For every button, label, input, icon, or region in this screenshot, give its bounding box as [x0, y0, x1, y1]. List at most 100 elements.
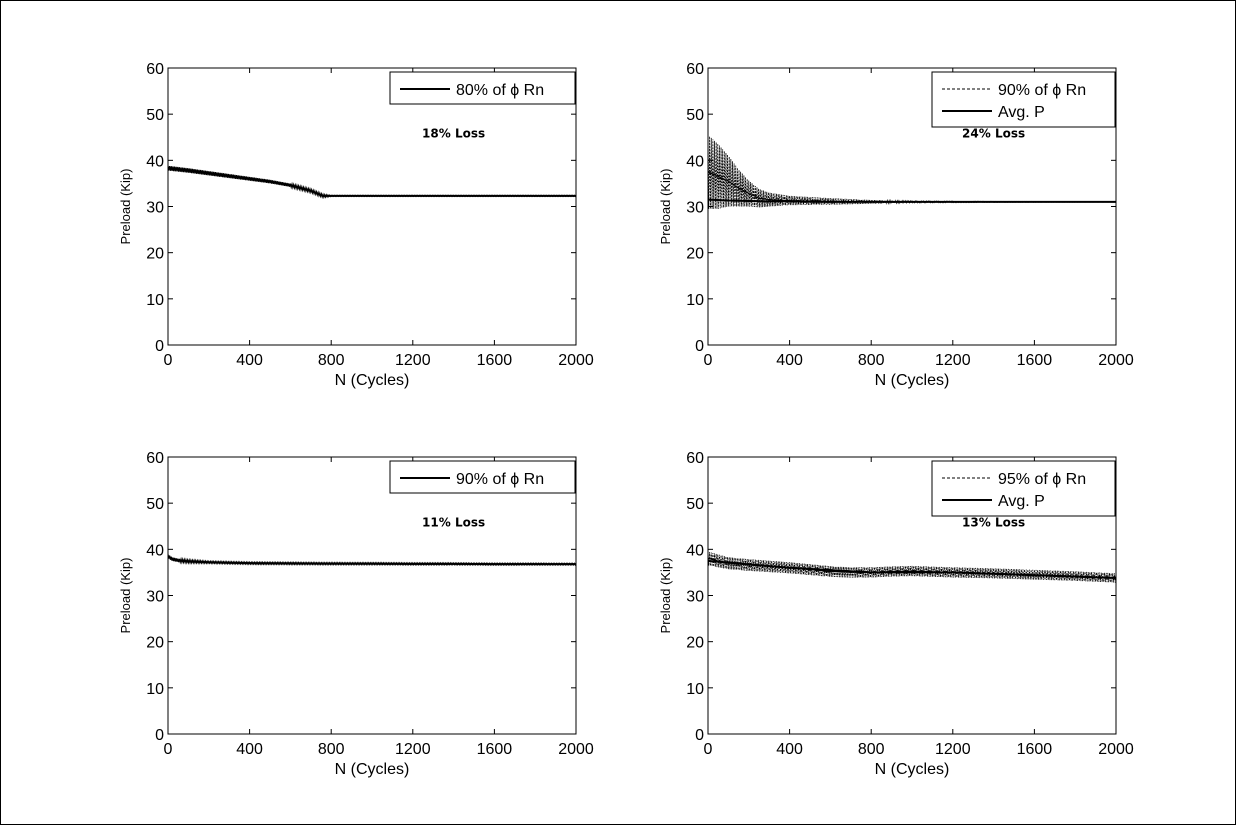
data-point: [493, 563, 496, 565]
data-point: [992, 201, 995, 203]
data-point: [870, 571, 872, 574]
x-tick-label: 1600: [477, 352, 513, 369]
data-point: [768, 200, 770, 203]
x-tick-label: 1200: [935, 741, 971, 758]
plot-area: [708, 551, 1116, 583]
x-tick-label: 0: [164, 352, 173, 369]
x-tick-label: 2000: [1098, 352, 1134, 369]
chart-panel: 0 400 800 1200 1600 2000 0 10 20 30 40 50 60 N (Cycle…: [658, 61, 1134, 389]
x-tick-label: 1200: [395, 741, 431, 758]
y-tick-label: 60: [146, 61, 164, 78]
x-tick-label: 0: [704, 741, 713, 758]
legend: 90% of ϕ Rn: [389, 460, 576, 494]
x-tick-label: 400: [776, 352, 803, 369]
chart-panel: 0 400 800 1200 1600 2000 0 10 20 30 40 50 60 N (Cycle…: [118, 61, 594, 389]
y-tick-label: 10: [686, 292, 704, 309]
plot-area: [168, 165, 576, 200]
y-tick-label: 20: [146, 635, 164, 652]
x-tick-label: 800: [858, 352, 885, 369]
x-tick-label: 400: [776, 741, 803, 758]
y-tick-label: 40: [146, 542, 164, 559]
legend-label: 90% of ϕ Rn: [456, 471, 544, 488]
x-tick-label: 1600: [1017, 352, 1053, 369]
data-point: [208, 172, 210, 175]
data-point: [269, 180, 271, 183]
chart-panel: 0 400 800 1200 1600 2000 0 10 20 30 40 50 60 N (Cycle…: [118, 450, 594, 778]
y-tick-label: 30: [686, 589, 704, 606]
data-point: [452, 195, 455, 197]
data-point: [748, 192, 750, 195]
loss-annotation: 13% Loss: [962, 515, 1025, 529]
loss-annotation: 18% Loss: [422, 126, 485, 140]
x-tick-label: 1600: [477, 741, 513, 758]
data-point: [371, 195, 373, 197]
legend-label: 95% of ϕ Rn: [998, 471, 1086, 488]
x-tick-label: 0: [704, 352, 713, 369]
y-tick-label: 40: [686, 542, 704, 559]
y-tick-label: 10: [686, 681, 704, 698]
series-line: [168, 167, 576, 197]
y-tick-label: 30: [146, 589, 164, 606]
data-point: [310, 190, 312, 192]
x-axis-title: N (Cycles): [335, 372, 410, 389]
x-tick-label: 2000: [558, 741, 594, 758]
data-point: [768, 198, 770, 201]
data-point: [177, 559, 179, 562]
y-tick-label: 50: [686, 496, 704, 513]
x-tick-label: 2000: [1098, 741, 1134, 758]
y-tick-label: 20: [686, 246, 704, 263]
data-point: [289, 562, 292, 565]
data-point: [788, 567, 791, 569]
series-line: [708, 559, 1116, 579]
y-tick-label: 50: [146, 496, 164, 513]
data-point: [911, 201, 913, 203]
loss-annotation: 24% Loss: [962, 126, 1025, 140]
y-tick-label: 60: [686, 450, 704, 467]
legend-label: 90% of ϕ Rn: [998, 82, 1086, 99]
legend-label: Avg. P: [998, 104, 1045, 121]
legend-box: [931, 460, 1116, 517]
x-axis-title: N (Cycles): [875, 761, 950, 778]
plot-box: [167, 456, 577, 735]
data-point: [171, 558, 173, 560]
y-tick-label: 50: [146, 107, 164, 124]
data-point: [758, 197, 760, 199]
data-point: [322, 195, 324, 197]
y-tick-label: 0: [155, 338, 164, 355]
data-point: [1033, 574, 1036, 576]
data-point: [727, 199, 730, 202]
legend-box: [931, 71, 1116, 128]
series-envelope: [708, 134, 1116, 209]
data-point: [727, 180, 730, 182]
data-point: [187, 560, 190, 563]
data-point: [330, 562, 333, 565]
series-envelope: [708, 551, 1116, 583]
x-tick-label: 1200: [935, 352, 971, 369]
y-tick-label: 50: [686, 107, 704, 124]
data-point: [493, 195, 496, 197]
series-line: [708, 171, 1116, 203]
x-tick-label: 0: [164, 741, 173, 758]
data-point: [228, 175, 230, 177]
y-axis-title: Preload (Kip): [658, 558, 673, 634]
data-point: [737, 187, 740, 189]
data-point: [248, 178, 251, 180]
y-tick-label: 40: [146, 153, 164, 170]
series-line: [708, 198, 1116, 203]
x-tick-label: 800: [318, 741, 345, 758]
data-point: [534, 195, 536, 197]
y-tick-label: 0: [695, 338, 704, 355]
legend-label: 80% of ϕ Rn: [456, 82, 544, 99]
data-point: [952, 571, 954, 574]
y-axis-title: Preload (Kip): [118, 169, 133, 245]
data-point: [788, 200, 791, 203]
x-tick-label: 400: [236, 741, 263, 758]
y-tick-label: 10: [146, 681, 164, 698]
y-tick-label: 30: [146, 200, 164, 217]
data-point: [412, 563, 414, 565]
legend-label: Avg. P: [998, 493, 1045, 510]
plot-area: [708, 134, 1116, 209]
x-axis-title: N (Cycles): [875, 372, 950, 389]
x-tick-label: 1600: [1017, 741, 1053, 758]
